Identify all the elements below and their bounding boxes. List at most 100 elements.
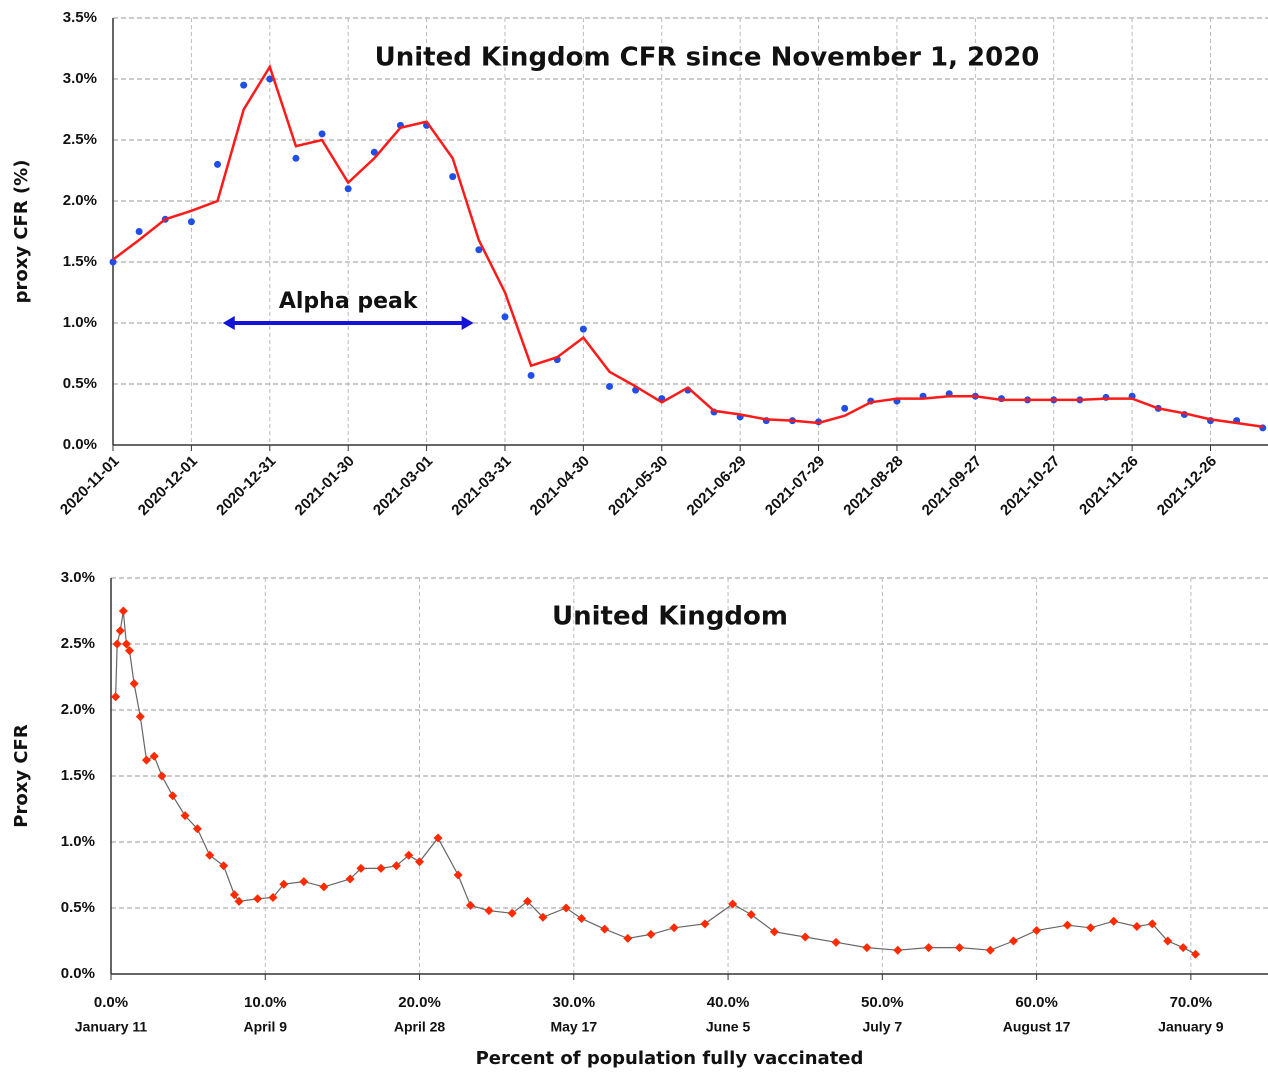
x-tick-label: 50.0% [861, 994, 904, 1011]
data-diamond [121, 639, 131, 649]
y-tick-label: 1.5% [61, 767, 95, 784]
x-tick-label: 2021-01-30 [292, 453, 358, 519]
x-tick-label: 2021-04-30 [527, 453, 593, 519]
data-diamond [135, 712, 145, 722]
data-diamond [149, 751, 159, 761]
data-diamond [268, 892, 278, 902]
x-tick-date: August 17 [1003, 1019, 1071, 1035]
x-tick-label: 2021-12-26 [1154, 453, 1220, 519]
data-diamond [1032, 925, 1042, 935]
x-tick-date: June 5 [706, 1019, 751, 1035]
chart-title: United Kingdom CFR since November 1, 202… [375, 43, 1040, 73]
data-diamond [600, 924, 610, 934]
data-diamond [356, 863, 366, 873]
y-tick-label: 3.0% [61, 569, 95, 586]
y-tick-label: 3.0% [63, 70, 97, 87]
data-diamond [1008, 936, 1018, 946]
data-diamond [376, 863, 386, 873]
data-dot [841, 404, 849, 412]
data-dot [344, 185, 352, 193]
data-dot [449, 173, 457, 181]
data-diamond [118, 606, 128, 616]
data-diamond [893, 945, 903, 955]
data-diamond [728, 899, 738, 909]
data-diamond [1109, 916, 1119, 926]
data-dot [214, 160, 222, 168]
data-diamond [111, 692, 121, 702]
connector-line [115, 610, 1196, 955]
arrow-head [461, 316, 474, 330]
y-axis-label: Proxy CFR [11, 724, 32, 828]
data-dot [240, 81, 248, 89]
data-dot [187, 218, 195, 226]
y-tick-label: 3.5% [63, 9, 97, 26]
data-diamond [831, 937, 841, 947]
data-diamond [538, 912, 548, 922]
data-diamond [623, 933, 633, 943]
data-diamond [1132, 921, 1142, 931]
data-diamond [415, 857, 425, 867]
y-tick-label: 2.5% [63, 131, 97, 148]
data-diamond [129, 679, 139, 689]
y-tick-label: 2.0% [63, 192, 97, 209]
x-tick-label: 2020-12-01 [135, 453, 201, 519]
arrow-head [222, 316, 235, 330]
x-tick-label: 2021-08-28 [840, 453, 906, 519]
data-diamond [141, 755, 151, 765]
x-tick-label: 2020-12-31 [213, 453, 279, 519]
x-tick-date: January 9 [1158, 1019, 1224, 1035]
data-diamond [279, 879, 289, 889]
y-tick-label: 0.5% [61, 899, 95, 916]
data-diamond [800, 932, 810, 942]
data-diamond [669, 923, 679, 933]
x-tick-label: 0.0% [94, 994, 128, 1011]
data-diamond [1190, 949, 1200, 959]
data-diamond [507, 908, 517, 918]
x-axis-label: Percent of population fully vaccinated [476, 1048, 864, 1069]
x-tick-date: April 9 [243, 1019, 287, 1035]
data-dot [579, 325, 587, 333]
data-dot [266, 75, 274, 83]
x-tick-label: 2021-05-30 [605, 453, 671, 519]
data-diamond [465, 900, 475, 910]
x-tick-date: April 28 [394, 1019, 446, 1035]
data-diamond [1147, 919, 1157, 929]
data-diamond [192, 824, 202, 834]
x-tick-date: May 17 [550, 1019, 597, 1035]
data-dot [318, 130, 326, 138]
data-diamond [180, 811, 190, 821]
data-diamond [115, 626, 125, 636]
data-diamond [299, 877, 309, 887]
x-tick-label: 30.0% [553, 994, 596, 1011]
data-diamond [1163, 936, 1173, 946]
y-tick-label: 0.0% [63, 436, 97, 453]
x-tick-label: 2021-11-26 [1076, 453, 1142, 519]
x-tick-label: 2021-03-31 [448, 453, 514, 519]
data-diamond [433, 833, 443, 843]
y-tick-label: 2.0% [61, 701, 95, 718]
data-diamond [577, 914, 587, 924]
data-dot [501, 313, 509, 321]
data-diamond [1062, 920, 1072, 930]
data-diamond [1178, 943, 1188, 953]
data-diamond [769, 927, 779, 937]
data-diamond [157, 771, 167, 781]
data-diamond [234, 896, 244, 906]
x-tick-label: 2021-09-27 [919, 453, 985, 519]
x-tick-label: 70.0% [1170, 994, 1213, 1011]
y-tick-label: 0.5% [63, 375, 97, 392]
annotation-label: Alpha peak [279, 289, 419, 314]
data-dot [605, 382, 613, 390]
data-dot [527, 371, 535, 379]
x-tick-label: 20.0% [398, 994, 441, 1011]
y-tick-label: 1.0% [61, 833, 95, 850]
y-tick-label: 1.5% [63, 253, 97, 270]
data-diamond [985, 945, 995, 955]
data-diamond [1086, 923, 1096, 933]
x-tick-date: July 7 [862, 1019, 902, 1035]
data-diamond [862, 943, 872, 953]
data-dot [370, 148, 378, 156]
x-tick-label: 40.0% [707, 994, 750, 1011]
data-diamond [746, 910, 756, 920]
